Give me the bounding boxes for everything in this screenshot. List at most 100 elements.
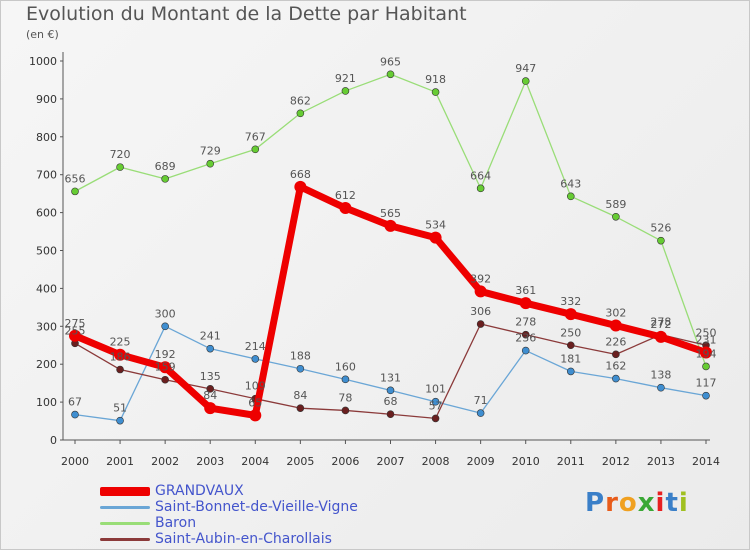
data-label: 302 <box>605 307 626 320</box>
x-tick-label: 2013 <box>647 455 675 468</box>
data-label: 131 <box>380 371 401 384</box>
y-tick-label: 800 <box>36 131 57 144</box>
data-label: 214 <box>245 340 266 353</box>
data-point <box>114 348 127 361</box>
data-label: 612 <box>335 189 356 202</box>
data-point <box>519 297 532 310</box>
data-point <box>702 391 710 400</box>
y-tick-label: 700 <box>36 169 57 182</box>
data-point <box>296 364 305 373</box>
data-label: 194 <box>696 347 717 360</box>
data-label: 643 <box>560 177 581 190</box>
y-tick-label: 500 <box>36 245 57 258</box>
data-label: 101 <box>425 383 446 396</box>
data-point <box>521 77 530 85</box>
data-point <box>521 346 530 355</box>
data-point <box>521 330 530 339</box>
y-tick-label: 0 <box>50 434 57 447</box>
x-tick-label: 2002 <box>151 455 179 468</box>
data-point <box>206 159 215 168</box>
data-point <box>384 219 397 232</box>
logo-letter: i <box>678 488 689 518</box>
data-label: 278 <box>515 316 536 329</box>
legend-swatch <box>100 538 150 541</box>
y-tick-label: 300 <box>36 320 57 333</box>
data-label: 109 <box>245 380 266 393</box>
legend-label: Saint-Bonnet-de-Vieille-Vigne <box>155 499 358 515</box>
x-tick-label: 2003 <box>196 455 224 468</box>
data-point <box>296 109 305 118</box>
data-point <box>657 236 665 245</box>
data-point <box>564 308 577 321</box>
data-label: 117 <box>696 377 717 390</box>
chart-title: Evolution du Montant de la Dette par Hab… <box>26 3 467 25</box>
data-label: 159 <box>155 361 176 374</box>
data-point <box>204 402 217 415</box>
data-label: 589 <box>605 198 626 211</box>
data-point <box>339 202 352 215</box>
data-label: 729 <box>200 145 221 158</box>
x-tick-label: 2000 <box>61 455 89 468</box>
data-point <box>476 184 485 193</box>
data-point <box>612 374 620 383</box>
logo-letter: P <box>585 488 606 518</box>
data-label: 65 <box>248 396 262 409</box>
data-point <box>69 329 81 342</box>
data-label: 965 <box>380 55 401 68</box>
data-label: 78 <box>338 391 352 404</box>
y-tick-label: 1000 <box>29 55 57 68</box>
legend-swatch <box>100 487 150 496</box>
data-point <box>657 383 665 392</box>
data-label: 84 <box>293 389 307 402</box>
x-tick-label: 2006 <box>331 455 359 468</box>
legend-swatch <box>100 522 150 525</box>
data-point <box>296 404 305 412</box>
data-label: 181 <box>560 352 581 365</box>
x-tick-label: 2008 <box>422 455 450 468</box>
data-point <box>251 355 260 363</box>
data-point <box>566 341 575 350</box>
logo-letter: x <box>637 488 656 518</box>
data-point <box>474 285 487 298</box>
data-point <box>161 375 169 384</box>
data-point <box>429 231 442 244</box>
data-label: 534 <box>425 219 446 232</box>
data-label: 188 <box>290 350 311 363</box>
legend-label: Baron <box>155 515 197 531</box>
y-tick-label: 400 <box>36 282 57 295</box>
data-point <box>251 145 260 154</box>
y-tick-label: 200 <box>36 358 57 371</box>
x-tick-label: 2004 <box>241 455 269 468</box>
data-point <box>700 346 712 359</box>
data-label: 272 <box>650 318 671 331</box>
data-label: 275 <box>65 317 86 330</box>
data-label: 68 <box>384 395 398 408</box>
data-point <box>206 344 215 353</box>
data-label: 160 <box>335 360 356 373</box>
x-tick-label: 2001 <box>106 455 134 468</box>
x-tick-label: 2010 <box>512 455 540 468</box>
data-point <box>116 416 124 425</box>
data-label: 862 <box>290 94 311 107</box>
data-label: 135 <box>200 370 221 383</box>
data-label: 332 <box>560 295 581 308</box>
data-label: 656 <box>65 172 86 185</box>
data-point <box>206 385 215 393</box>
data-label: 57 <box>429 399 443 412</box>
legend-label: GRANDVAUX <box>155 483 244 499</box>
data-point <box>71 187 79 196</box>
data-label: 241 <box>200 330 221 343</box>
data-point <box>159 361 172 374</box>
data-point <box>386 386 395 395</box>
legend-label: Saint-Aubin-en-Charollais <box>155 531 332 547</box>
x-tick-label: 2007 <box>377 455 405 468</box>
data-label: 84 <box>203 389 217 402</box>
data-point <box>249 409 262 422</box>
proxiti-logo: Proxiti <box>585 488 689 518</box>
logo-letter: t <box>665 488 679 518</box>
data-label: 921 <box>335 72 356 85</box>
data-label: 278 <box>650 316 671 329</box>
logo-letter: o <box>618 488 638 518</box>
data-label: 664 <box>470 169 491 182</box>
